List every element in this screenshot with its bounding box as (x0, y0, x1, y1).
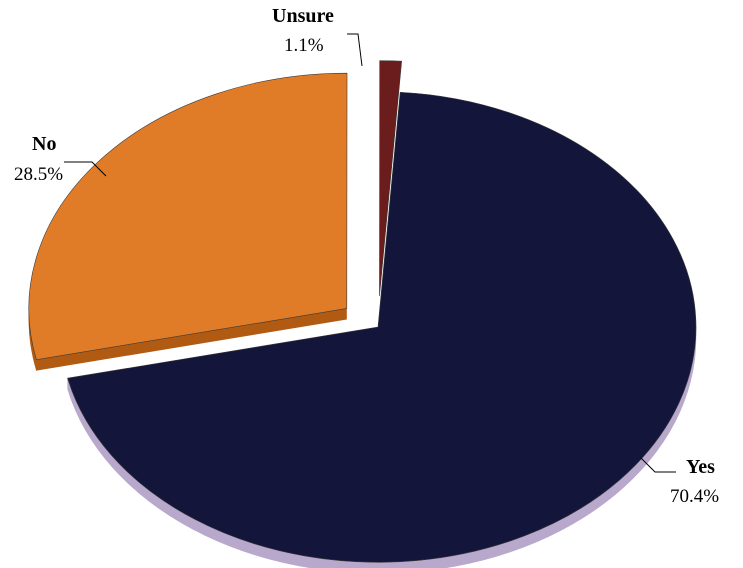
slice-label-no: No (32, 133, 56, 155)
slice-value-yes: 70.4% (670, 486, 719, 507)
slice-unsure (379, 60, 402, 296)
slice-value-unsure: 1.1% (284, 35, 324, 56)
slice-no (28, 72, 348, 360)
slice-label-yes: Yes (686, 456, 715, 478)
slice-yes (67, 91, 697, 563)
label-no: No 28.5% (14, 133, 107, 185)
slice-value-no: 28.5% (14, 164, 63, 185)
label-unsure: Unsure 1.1% (272, 5, 363, 67)
leader-line-yes (640, 457, 676, 473)
leader-line-unsure (347, 33, 363, 67)
slice-label-unsure: Unsure (272, 5, 334, 27)
slice-top-layer (28, 60, 697, 563)
slice-wall-no-0 (36, 308, 347, 371)
label-yes: Yes 70.4% (640, 456, 719, 507)
leader-line-no (64, 161, 107, 177)
